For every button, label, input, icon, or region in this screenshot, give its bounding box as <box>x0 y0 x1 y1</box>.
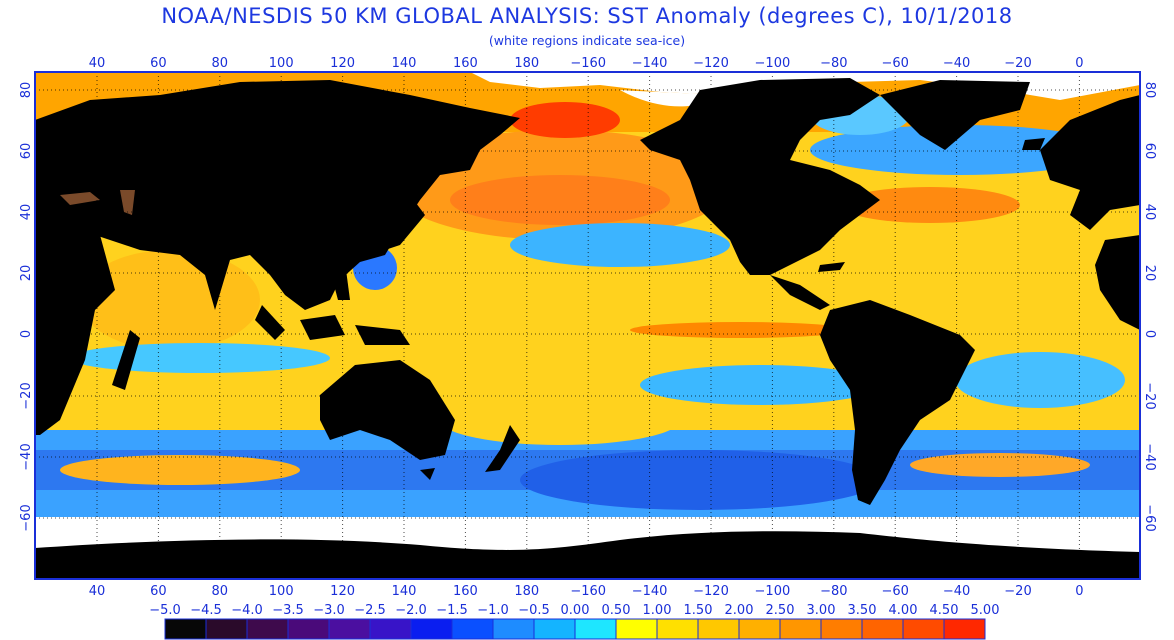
anomaly-colorbar: −5.0 −4.5 −4.0 −3.5 −3.0 −2.5 −2.0 −1.5 −1.0 −0.5… <box>149 603 1000 640</box>
lon-tick-bottom: −140 <box>632 584 668 599</box>
lon-tick-bottom: −100 <box>755 584 791 599</box>
lon-tick-top: −20 <box>1004 56 1031 71</box>
lat-tick-left: −60 <box>19 504 34 531</box>
map-subtitle: (white regions indicate sea-ice) <box>488 33 686 48</box>
colorbar-swatch <box>738 618 781 640</box>
lon-tick-bottom: 140 <box>392 584 417 599</box>
colorbar-swatch <box>205 618 248 640</box>
colorbar-swatch <box>533 618 576 640</box>
colorbar-label: 5.00 <box>971 603 1000 618</box>
colorbar-label: 2.00 <box>725 603 754 618</box>
lon-tick-top: −100 <box>755 56 791 71</box>
lat-tick-right: 0 <box>1142 330 1157 338</box>
lon-tick-bottom: 160 <box>453 584 478 599</box>
map-frame <box>34 71 1141 580</box>
lon-tick-top: 120 <box>330 56 355 71</box>
lon-tick-bottom: 120 <box>330 584 355 599</box>
colorbar-swatch <box>943 618 986 640</box>
colorbar-swatch <box>246 618 289 640</box>
lat-tick-right: 60 <box>1142 143 1157 160</box>
lon-tick-top: 0 <box>1075 56 1083 71</box>
lat-tick-left: 0 <box>19 330 34 338</box>
lon-tick-top: 80 <box>212 56 229 71</box>
lon-tick-top: 140 <box>392 56 417 71</box>
colorbar-label: 4.00 <box>889 603 918 618</box>
colorbar-swatch <box>861 618 904 640</box>
colorbar-label: 3.50 <box>848 603 877 618</box>
lat-tick-left: −20 <box>19 382 34 409</box>
lon-tick-top: −160 <box>570 56 606 71</box>
colorbar-label: 2.50 <box>766 603 795 618</box>
colorbar-swatch <box>287 618 330 640</box>
colorbar-swatch <box>369 618 412 640</box>
lon-tick-bottom: −20 <box>1004 584 1031 599</box>
lon-tick-bottom: −160 <box>570 584 606 599</box>
lon-tick-top: −120 <box>693 56 729 71</box>
colorbar-label: −3.0 <box>313 603 345 618</box>
lon-tick-top: 180 <box>514 56 539 71</box>
colorbar-swatch <box>492 618 535 640</box>
lat-tick-left: 20 <box>19 265 34 282</box>
colorbar-label: 1.50 <box>684 603 713 618</box>
colorbar-label: −4.5 <box>190 603 222 618</box>
lon-tick-top: −140 <box>632 56 668 71</box>
colorbar-swatch <box>574 618 617 640</box>
colorbar-swatch <box>615 618 658 640</box>
lon-tick-top: −40 <box>943 56 970 71</box>
lon-tick-bottom: 40 <box>89 584 106 599</box>
colorbar-label: −5.0 <box>149 603 181 618</box>
lon-tick-top: 60 <box>150 56 167 71</box>
lon-tick-bottom: 80 <box>212 584 229 599</box>
lon-tick-bottom: 180 <box>514 584 539 599</box>
lon-tick-bottom: 60 <box>150 584 167 599</box>
lon-tick-top: −80 <box>820 56 847 71</box>
colorbar-label: 0.00 <box>561 603 590 618</box>
lat-tick-left: 80 <box>19 82 34 99</box>
colorbar-swatch <box>328 618 371 640</box>
colorbar-label: 4.50 <box>930 603 959 618</box>
lon-tick-bottom: −120 <box>693 584 729 599</box>
lon-tick-bottom: −60 <box>881 584 908 599</box>
colorbar-label: −1.5 <box>436 603 468 618</box>
colorbar-label: 0.50 <box>602 603 631 618</box>
colorbar-swatch <box>410 618 453 640</box>
lat-tick-left: 40 <box>19 204 34 221</box>
landmasses <box>35 78 1140 505</box>
colorbar-swatch <box>164 618 207 640</box>
lon-tick-bottom: −80 <box>820 584 847 599</box>
lat-tick-right: −40 <box>1142 443 1157 470</box>
lon-tick-top: 40 <box>89 56 106 71</box>
lat-tick-left: 60 <box>19 143 34 160</box>
colorbar-label: 1.00 <box>643 603 672 618</box>
graticule <box>35 72 1140 579</box>
colorbar-label: −4.0 <box>231 603 263 618</box>
map-title: NOAA/NESDIS 50 KM GLOBAL ANALYSIS: SST A… <box>161 4 1013 28</box>
lat-tick-right: 20 <box>1142 265 1157 282</box>
lat-tick-left: −40 <box>19 443 34 470</box>
colorbar-swatch <box>779 618 822 640</box>
lat-tick-right: 40 <box>1142 204 1157 221</box>
colorbar-label: −3.5 <box>272 603 304 618</box>
lon-tick-top: 100 <box>269 56 294 71</box>
colorbar-swatch <box>902 618 945 640</box>
colorbar-label: −2.5 <box>354 603 386 618</box>
colorbar-label: −2.0 <box>395 603 427 618</box>
lat-tick-right: −60 <box>1142 504 1157 531</box>
lon-tick-bottom: 100 <box>269 584 294 599</box>
lon-tick-bottom: 0 <box>1075 584 1083 599</box>
lat-tick-right: −20 <box>1142 382 1157 409</box>
colorbar-label: −1.0 <box>477 603 509 618</box>
colorbar-label: −0.5 <box>518 603 550 618</box>
lon-tick-top: 160 <box>453 56 478 71</box>
colorbar-swatch <box>451 618 494 640</box>
axis-ticks: 40 40 60 60 80 80 100 100 120 120 140 140 160 160 180 1… <box>19 56 1157 599</box>
colorbar-swatch <box>820 618 863 640</box>
colorbar-swatch <box>697 618 740 640</box>
lat-tick-right: 80 <box>1142 82 1157 99</box>
lon-tick-top: −60 <box>881 56 908 71</box>
lon-tick-bottom: −40 <box>943 584 970 599</box>
colorbar-swatch <box>656 618 699 640</box>
colorbar-label: 3.00 <box>807 603 836 618</box>
